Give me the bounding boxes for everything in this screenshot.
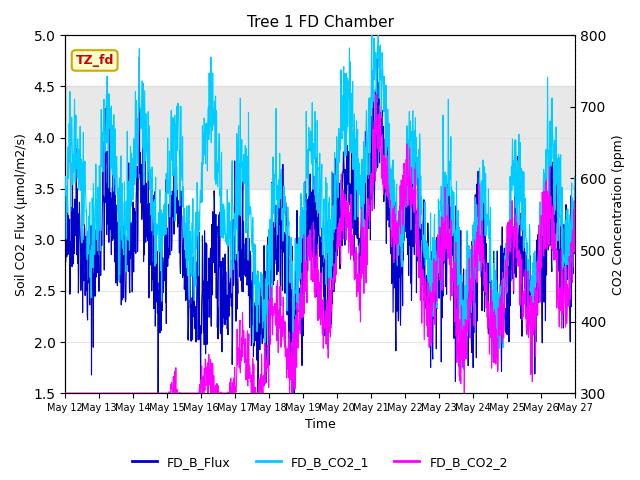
- Bar: [65, 86, 575, 189]
- X-axis label: Time: Time: [305, 419, 335, 432]
- Y-axis label: CO2 Concentration (ppm): CO2 Concentration (ppm): [612, 134, 625, 295]
- Title: Tree 1 FD Chamber: Tree 1 FD Chamber: [247, 15, 394, 30]
- Text: TZ_fd: TZ_fd: [76, 54, 114, 67]
- Y-axis label: Soil CO2 Flux (μmol/m2/s): Soil CO2 Flux (μmol/m2/s): [15, 133, 28, 296]
- Legend: FD_B_Flux, FD_B_CO2_1, FD_B_CO2_2: FD_B_Flux, FD_B_CO2_1, FD_B_CO2_2: [127, 451, 513, 474]
